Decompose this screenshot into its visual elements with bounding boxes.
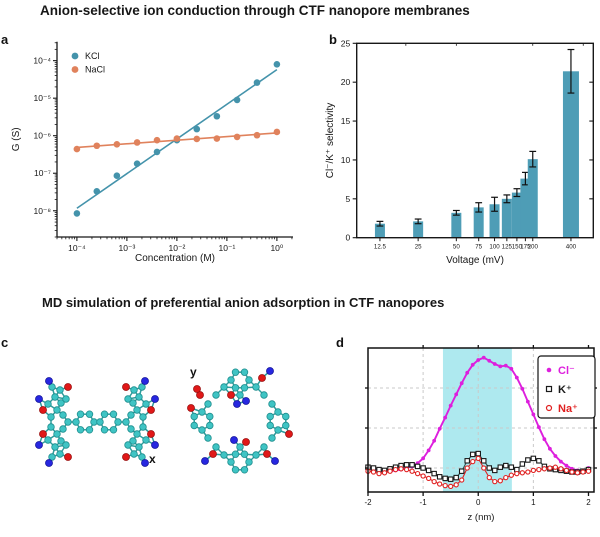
svg-text:10⁻⁸: 10⁻⁸ <box>33 206 51 216</box>
svg-text:NaCl: NaCl <box>85 65 105 75</box>
molecule-side-view-svg <box>35 377 172 467</box>
svg-text:15: 15 <box>341 116 351 126</box>
svg-text:200: 200 <box>528 244 539 251</box>
axis-view-label-y: y <box>190 365 197 379</box>
svg-text:Na⁺: Na⁺ <box>558 403 578 415</box>
section-heading: MD simulation of preferential anion adso… <box>42 295 445 310</box>
svg-text:Cl⁻: Cl⁻ <box>558 365 575 377</box>
svg-text:10⁻²: 10⁻² <box>169 243 186 253</box>
svg-text:175: 175 <box>520 244 531 251</box>
svg-text:K⁺: K⁺ <box>558 384 572 396</box>
panel-label-b: b <box>329 32 337 47</box>
axis-view-label-x: x <box>149 452 156 466</box>
panel-a-conductance-scatter-chart: 10⁻⁴ 10⁻³ 10⁻² 10⁻¹ 10⁰ 10⁻⁸ 10⁻⁷ 10⁻⁶ 10⁻⁵ 10⁻⁴ C… <box>11 41 293 264</box>
svg-text:G (S): G (S) <box>11 127 22 151</box>
molecule-top-view-image: y <box>187 364 293 478</box>
svg-text:10⁻⁴: 10⁻⁴ <box>68 243 86 253</box>
svg-text:75: 75 <box>475 244 482 251</box>
svg-text:10⁻⁶: 10⁻⁶ <box>34 131 51 141</box>
svg-text:Concentration (M): Concentration (M) <box>135 253 215 264</box>
svg-text:400: 400 <box>566 244 577 251</box>
svg-text:150: 150 <box>512 244 523 251</box>
svg-text:10⁻⁵: 10⁻⁵ <box>34 93 51 103</box>
molecule-top-view-svg <box>187 364 293 478</box>
svg-text:0: 0 <box>345 233 350 243</box>
svg-text:0: 0 <box>476 498 481 507</box>
svg-text:-1: -1 <box>420 498 428 507</box>
svg-text:1: 1 <box>531 498 536 507</box>
panel-label-c: c <box>1 335 9 350</box>
svg-text:Voltage (mV): Voltage (mV) <box>446 255 504 266</box>
svg-text:10⁻¹: 10⁻¹ <box>219 243 236 253</box>
svg-text:100: 100 <box>489 244 500 251</box>
svg-text:10: 10 <box>341 155 351 165</box>
svg-text:50: 50 <box>453 244 460 251</box>
svg-text:10⁰: 10⁰ <box>270 243 283 253</box>
panel-label-d: d <box>336 335 344 350</box>
svg-text:25: 25 <box>415 244 422 251</box>
panel-label-a: a <box>1 32 9 47</box>
svg-text:10⁻³: 10⁻³ <box>119 243 136 253</box>
svg-text:10⁻⁴: 10⁻⁴ <box>33 56 51 66</box>
svg-text:KCl: KCl <box>85 51 100 61</box>
svg-text:125: 125 <box>502 244 513 251</box>
figure-title: Anion-selective ion conduction through C… <box>40 3 470 18</box>
svg-text:z (nm): z (nm) <box>468 512 495 523</box>
panel-d-ion-density-chart: -2 -1 0 1 2 z (nm) Cl⁻ K⁺ Na⁺ <box>357 343 600 523</box>
svg-text:-2: -2 <box>364 498 372 507</box>
svg-text:2: 2 <box>586 498 591 507</box>
svg-text:25: 25 <box>341 38 351 48</box>
svg-text:10⁻⁷: 10⁻⁷ <box>34 168 51 178</box>
svg-text:12.5: 12.5 <box>374 244 387 251</box>
molecule-side-view-image: x <box>35 377 172 467</box>
svg-text:Cl⁻/K⁺ selectivity: Cl⁻/K⁺ selectivity <box>325 103 336 179</box>
svg-text:20: 20 <box>341 77 351 87</box>
svg-text:5: 5 <box>345 194 350 204</box>
